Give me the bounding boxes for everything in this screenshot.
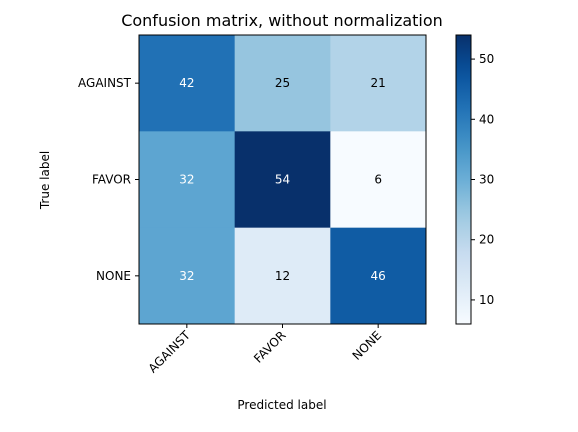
x-axis-label: Predicted label xyxy=(237,398,326,412)
colorbar-tick-label: 50 xyxy=(479,52,494,66)
cell-value-label: 25 xyxy=(275,76,290,90)
colorbar-tick-label: 20 xyxy=(479,233,494,247)
colorbar-tick-label: 30 xyxy=(479,173,494,187)
x-axis-ticks: AGAINST FAVOR NONE xyxy=(146,324,385,376)
colorbar-tick-label: 40 xyxy=(479,112,494,126)
y-tick-label: AGAINST xyxy=(78,76,132,90)
chart-title: Confusion matrix, without normalization xyxy=(121,11,443,30)
cell-value-label: 42 xyxy=(179,76,194,90)
y-axis-ticks: AGAINST FAVOR NONE xyxy=(78,76,139,283)
colorbar-tick-label: 10 xyxy=(479,293,494,307)
colorbar-ticks: 10 20 30 40 50 xyxy=(471,52,494,307)
cell-value-label: 21 xyxy=(371,76,386,90)
cell-value-label: 54 xyxy=(275,173,290,187)
y-tick-label: FAVOR xyxy=(92,173,131,187)
cell-value-label: 12 xyxy=(275,269,290,283)
cell-value-label: 32 xyxy=(179,269,194,283)
y-tick-label: NONE xyxy=(96,269,131,283)
x-tick-label: AGAINST xyxy=(146,328,194,376)
y-axis-label: True label xyxy=(38,151,52,210)
cell-value-label: 6 xyxy=(374,173,382,187)
x-tick-label: FAVOR xyxy=(251,328,288,365)
cell-value-label: 32 xyxy=(179,173,194,187)
cell-value-label: 46 xyxy=(371,269,386,283)
x-tick-label: NONE xyxy=(350,328,385,363)
colorbar xyxy=(456,35,471,324)
